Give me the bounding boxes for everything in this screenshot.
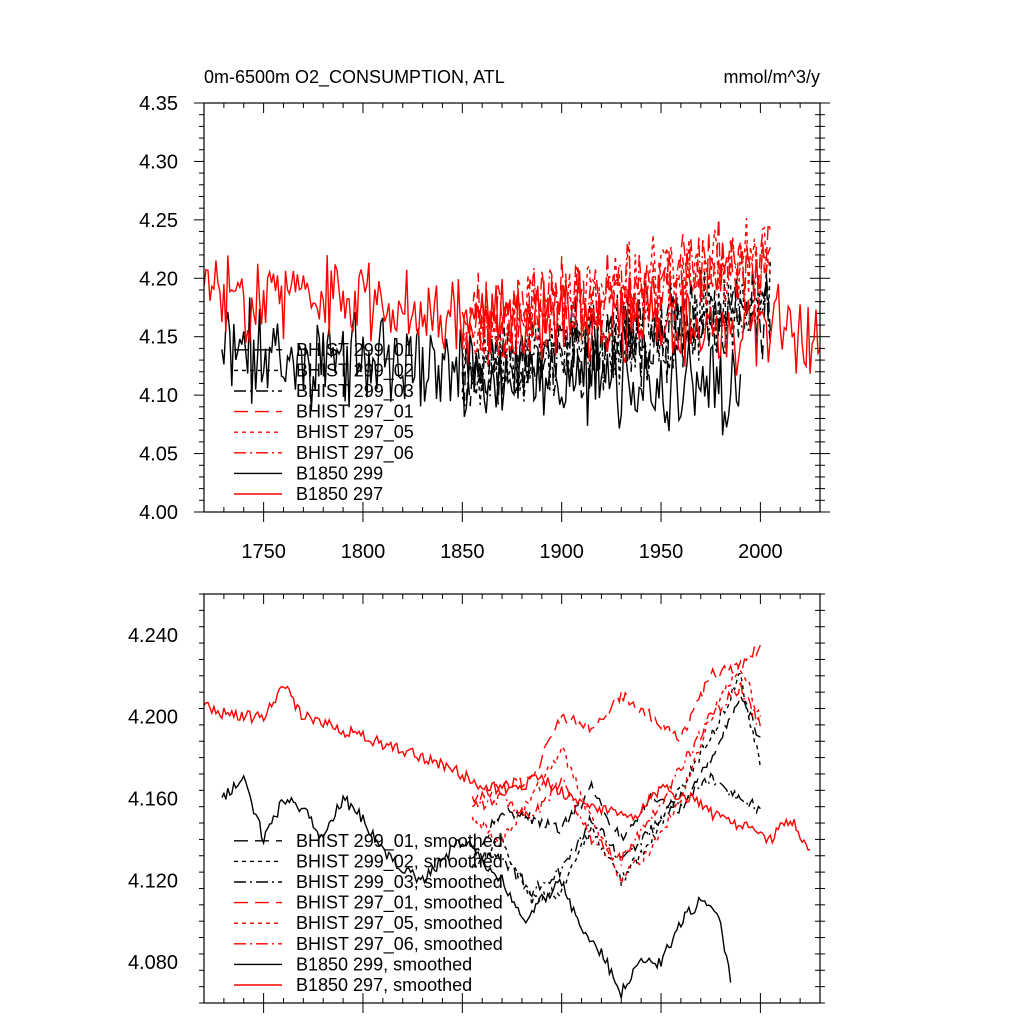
legend-label: BHIST 299_03, smoothed: [296, 872, 503, 893]
legend-label: BHIST 299_02, smoothed: [296, 851, 503, 872]
plot-frame: [203, 102, 821, 513]
x-tick-label: 1750: [241, 541, 286, 563]
series-line: [471, 664, 762, 887]
y-tick-label: 4.35: [139, 93, 178, 115]
x-tick-label: 2000: [738, 541, 783, 563]
legend-label: BHIST 297_01: [296, 402, 414, 423]
series-line: [221, 774, 732, 999]
legend-label: B1850 297: [296, 484, 383, 504]
series-line: [461, 218, 771, 365]
y-tick-label: 4.120: [128, 870, 178, 892]
series-line: [461, 260, 771, 405]
legend-label: BHIST 299_01: [296, 340, 414, 361]
y-tick-label: 4.20: [139, 268, 178, 290]
top-panel: 4.00 4.05 4.10 4.15 4.20 4.25 4.30 4.35 1750 1800…: [139, 67, 830, 563]
x-tick-label: 1950: [639, 541, 684, 563]
legend-label: B1850 299, smoothed: [296, 954, 472, 974]
series-line: [471, 644, 762, 804]
series-group: [204, 644, 811, 999]
y-tick-label: 4.10: [139, 385, 178, 407]
y-tick-label: 4.160: [128, 789, 178, 811]
series-line: [472, 693, 761, 859]
plot-frame: [203, 593, 821, 1004]
y-tick-label: 4.200: [128, 707, 178, 729]
legend-label: BHIST 299_01, smoothed: [296, 831, 503, 852]
x-tick-label: 1800: [341, 541, 386, 563]
y-tick-label: 4.15: [139, 327, 178, 349]
legend-label: B1850 297, smoothed: [296, 975, 472, 995]
series-line: [471, 772, 761, 898]
x-tick-label: 1900: [539, 541, 584, 563]
legend-label: BHIST 299_03: [296, 381, 414, 402]
series-line: [204, 255, 820, 376]
y-tick-label: 4.30: [139, 151, 178, 173]
legend-label: BHIST 299_02: [296, 360, 414, 381]
series-line: [204, 685, 811, 851]
legend-label: BHIST 297_06: [296, 443, 414, 464]
y-tick-label: 4.25: [139, 210, 178, 232]
legend-label: BHIST 297_05: [296, 422, 414, 443]
legend-label: BHIST 297_05, smoothed: [296, 913, 503, 934]
y-tick-label: 4.00: [139, 502, 178, 524]
x-tick-label: 1850: [440, 541, 485, 563]
units-label: mmol/m^3/y: [724, 67, 820, 87]
y-tick-label: 4.080: [128, 952, 178, 974]
series-line: [221, 297, 742, 436]
y-tick-label: 4.240: [128, 625, 178, 647]
series-line: [471, 672, 762, 906]
series-group: [204, 218, 820, 436]
legend-label: BHIST 297_01, smoothed: [296, 893, 503, 914]
chart-title: 0m-6500m O2_CONSUMPTION, ATL: [204, 67, 505, 88]
y-tick-label: 4.05: [139, 444, 178, 466]
series-line: [471, 680, 762, 866]
legend-label: BHIST 297_06, smoothed: [296, 934, 503, 955]
bottom-panel: 4.080 4.120 4.160 4.200 4.240 BHIST 299_01, s…: [128, 593, 825, 1013]
legend-label: B1850 299: [296, 463, 383, 483]
series-line: [461, 236, 771, 365]
